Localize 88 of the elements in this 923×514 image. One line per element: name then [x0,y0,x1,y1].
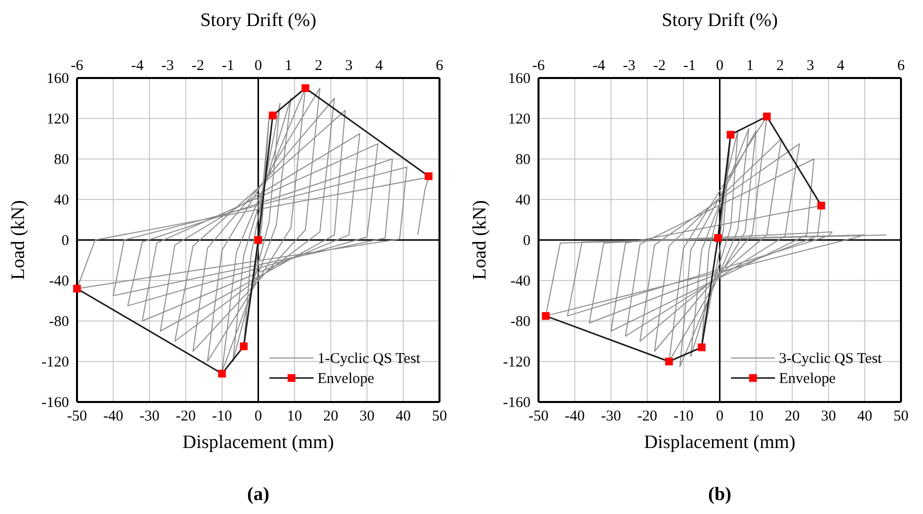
x2-tick-label: -2 [192,58,204,74]
x-tick-label: -10 [212,408,232,425]
y-tick-label: -80 [510,314,530,330]
x2-tick-label: 3 [345,58,353,74]
x2-tick-label: 3 [806,58,814,74]
x-tick-label: 40 [857,408,872,425]
y-axis-title: Load (kN) [8,200,29,280]
x2-tick-label: 0 [254,58,262,74]
y-tick-label: 80 [516,152,530,168]
legend-label: Envelope [318,371,374,387]
y-tick-label: 120 [508,111,530,128]
x-tick-label: 0 [254,408,262,425]
x2-tick-label: 6 [897,58,906,74]
x-tick-label: -40 [564,408,585,425]
point [763,112,771,120]
x2-tick-label: 2 [776,58,784,74]
y-tick-label: -80 [49,314,69,330]
point [542,312,550,320]
x2-axis-title: Story Drift (%) [662,10,778,31]
x2-tick-label: 1 [746,58,754,74]
x2-tick-label: -4 [131,58,144,74]
x2-tick-label: -4 [592,58,606,74]
x2-tick-label: -1 [222,58,234,74]
x-tick-label: -20 [176,408,196,425]
x-tick-label: 10 [287,408,302,425]
x-tick-label: 0 [716,408,724,425]
legend-label: 1-Cyclic QS Test [318,351,422,367]
point [73,284,81,292]
x2-tick-label: -3 [622,58,636,74]
y-tick-label: -160 [42,394,69,411]
y-tick-label: 120 [46,111,69,128]
point [698,343,706,352]
x-tick-label: 20 [784,408,800,425]
x2-tick-label: -6 [532,58,546,74]
point [817,202,826,210]
x-tick-label: -10 [674,408,694,425]
x2-tick-label: 2 [314,58,322,74]
x2-tick-label: 4 [836,58,845,74]
x2-axis-title: Story Drift (%) [200,10,316,31]
x-axis-title: Displacement (mm) [644,432,796,453]
point [268,112,277,120]
x-tick-label: 50 [894,408,908,425]
x-tick-label: -50 [67,408,87,425]
y-tick-label: 160 [508,70,530,87]
y-tick-label: 160 [46,70,69,87]
text: (b) [708,484,732,505]
x-tick-label: -30 [601,408,621,425]
x-tick-label: 30 [821,408,836,425]
y-tick-label: -40 [510,273,530,290]
x-tick-label: 10 [748,408,764,425]
x2-tick-label: -2 [653,58,666,74]
point [240,342,248,350]
x-tick-label: 20 [323,408,338,425]
x-tick-label: -20 [637,408,658,425]
y-tick-label: 40 [54,192,69,208]
y-tick-label: -40 [49,273,69,290]
y-axis-title: Load (kN) [470,200,490,280]
x-tick-label: 30 [360,408,374,425]
point [665,358,673,366]
y-tick-label: -120 [503,354,530,370]
y-tick-label: 40 [516,192,530,208]
x-tick-label: 50 [432,408,447,425]
x-tick-label: 40 [396,408,411,425]
point [714,234,722,242]
x2-tick-label: -3 [161,58,174,74]
legend-label: 3-Cyclic QS Test [779,351,883,367]
y-tick-label: 0 [523,232,530,249]
point [302,84,310,92]
point [218,370,226,378]
x-tick-label: -30 [140,408,160,425]
y-tick-label: 80 [54,152,69,168]
text: (a) [247,484,270,505]
y-tick-label: -160 [503,394,530,411]
point [254,236,262,244]
x-axis-title: Displacement (mm) [182,432,334,453]
y-tick-label: 0 [62,232,69,249]
point [424,172,432,180]
x2-tick-label: 0 [716,58,724,74]
x2-tick-label: 6 [436,58,444,74]
x-tick-label: -50 [528,408,548,425]
y-tick-label: -120 [42,354,69,370]
x2-tick-label: 4 [375,58,384,74]
legend-label: Envelope [779,371,836,387]
point [726,130,734,139]
x2-tick-label: -1 [683,58,696,74]
x-tick-label: -40 [103,408,124,425]
x2-tick-label: -6 [70,58,84,74]
x2-tick-label: 1 [284,58,292,74]
